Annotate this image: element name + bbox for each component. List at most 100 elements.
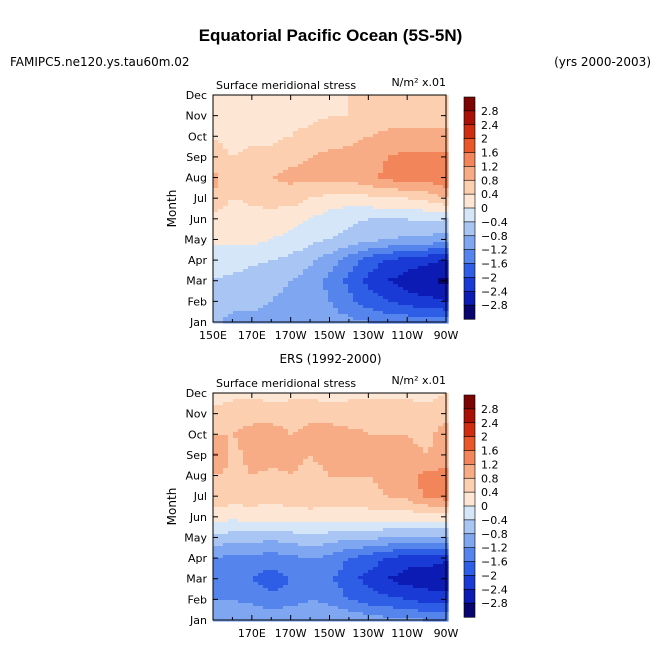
- contour-cell: [403, 194, 409, 198]
- contour-cell: [308, 113, 314, 117]
- contour-cell: [348, 251, 354, 255]
- contour-cell: [388, 194, 394, 198]
- contour-cell: [333, 242, 339, 246]
- contour-cell: [288, 408, 294, 412]
- contour-cell: [343, 185, 349, 189]
- contour-cell: [368, 218, 374, 222]
- contour-cell: [238, 402, 244, 406]
- contour-cell: [328, 146, 334, 150]
- contour-cell: [373, 125, 379, 129]
- contour-cell: [238, 299, 244, 303]
- contour-cell: [423, 212, 429, 216]
- contour-cell: [273, 411, 279, 415]
- contour-cell: [278, 182, 284, 186]
- contour-cell: [358, 122, 364, 126]
- contour-cell: [438, 200, 444, 204]
- contour-cell: [403, 275, 409, 279]
- contour-cell: [423, 113, 429, 117]
- contour-cell: [263, 104, 269, 108]
- contour-cell: [353, 426, 359, 430]
- contour-cell: [373, 212, 379, 216]
- contour-cell: [438, 284, 444, 288]
- contour-cell: [268, 417, 274, 421]
- contour-cell: [263, 149, 269, 153]
- contour-cell: [328, 239, 334, 243]
- contour-cell: [273, 224, 279, 228]
- contour-cell: [268, 131, 274, 135]
- contour-cell: [333, 423, 339, 427]
- contour-cell: [338, 317, 344, 321]
- contour-cell: [228, 218, 234, 222]
- contour-cell: [383, 203, 389, 207]
- contour-cell: [228, 441, 234, 445]
- contour-cell: [398, 290, 404, 294]
- contour-cell: [363, 95, 369, 99]
- contour-cell: [293, 317, 299, 321]
- contour-cell: [258, 119, 264, 123]
- contour-cell: [213, 272, 219, 276]
- contour-cell: [408, 209, 414, 213]
- contour-cell: [323, 185, 329, 189]
- contour-cell: [303, 444, 309, 448]
- contour-cell: [253, 275, 259, 279]
- contour-cell: [318, 426, 324, 430]
- contour-cell: [243, 212, 249, 216]
- contour-cell: [338, 296, 344, 300]
- contour-cell: [298, 125, 304, 129]
- contour-cell: [238, 152, 244, 156]
- contour-cell: [323, 254, 329, 258]
- contour-cell: [238, 221, 244, 225]
- contour-cell: [438, 417, 444, 421]
- contour-cell: [318, 414, 324, 418]
- contour-cell: [293, 465, 299, 469]
- contour-cell: [258, 116, 264, 120]
- contour-cell: [378, 468, 384, 472]
- contour-cell: [338, 245, 344, 249]
- contour-cell: [258, 125, 264, 129]
- contour-cell: [248, 420, 254, 424]
- contour-cell: [333, 233, 339, 237]
- contour-cell: [328, 408, 334, 412]
- contour-cell: [353, 206, 359, 210]
- contour-cell: [223, 411, 229, 415]
- contour-cell: [403, 242, 409, 246]
- contour-cell: [373, 122, 379, 126]
- contour-cell: [293, 459, 299, 463]
- contour-cell: [438, 299, 444, 303]
- contour-cell: [403, 152, 409, 156]
- contour-cell: [288, 275, 294, 279]
- contour-cell: [393, 393, 399, 397]
- contour-cell: [363, 432, 369, 436]
- contour-cell: [343, 269, 349, 273]
- contour-cell: [373, 218, 379, 222]
- contour-cell: [363, 468, 369, 472]
- contour-cell: [263, 236, 269, 240]
- contour-cell: [288, 119, 294, 123]
- contour-cell: [228, 296, 234, 300]
- contour-cell: [253, 221, 259, 225]
- contour-cell: [238, 98, 244, 102]
- contour-cell: [278, 474, 284, 478]
- contour-cell: [413, 248, 419, 252]
- contour-cell: [233, 260, 239, 264]
- contour-cell: [373, 254, 379, 258]
- contour-cell: [408, 113, 414, 117]
- contour-cell: [298, 453, 304, 457]
- contour-cell: [383, 426, 389, 430]
- contour-cell: [328, 296, 334, 300]
- contour-cell: [408, 411, 414, 415]
- contour-cell: [398, 242, 404, 246]
- contour-cell: [348, 203, 354, 207]
- contour-cell: [213, 179, 219, 183]
- contour-cell: [368, 444, 374, 448]
- contour-cell: [358, 284, 364, 288]
- contour-cell: [218, 438, 224, 442]
- contour-cell: [378, 308, 384, 312]
- contour-cell: [393, 152, 399, 156]
- contour-cell: [238, 107, 244, 111]
- contour-cell: [263, 432, 269, 436]
- contour-cell: [408, 251, 414, 255]
- contour-cell: [258, 429, 264, 433]
- contour-cell: [253, 299, 259, 303]
- contour-cell: [418, 203, 424, 207]
